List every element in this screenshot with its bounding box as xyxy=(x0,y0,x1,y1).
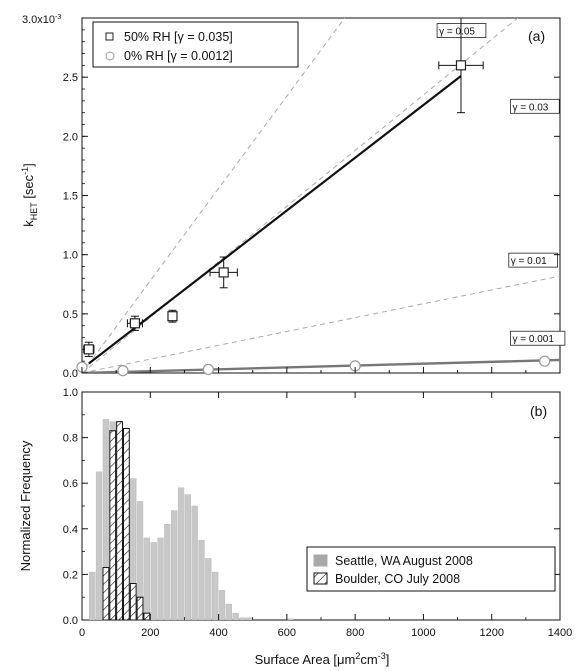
bar-seattle xyxy=(164,523,171,620)
panel-b-x-ticks: 0 200 400 600 800 1000 1200 1400 xyxy=(79,392,572,639)
y-tick-label: 0.0 xyxy=(63,368,78,380)
bar-boulder xyxy=(116,421,123,620)
bar-boulder xyxy=(136,596,144,620)
x-tick-label: 1200 xyxy=(479,627,503,639)
x-axis-title: Surface Area [μm2cm-3] xyxy=(255,651,390,667)
y-tick-label: 0.0 xyxy=(63,615,78,627)
panel-a-tag: (a) xyxy=(528,28,545,44)
y-tick-label: 0.5 xyxy=(63,309,78,321)
panel-a-frame xyxy=(81,17,561,374)
x-tick-label: 200 xyxy=(141,627,159,639)
data-point-50rh xyxy=(129,318,141,329)
bar-seattle xyxy=(198,539,205,620)
gamma-label: γ = 0.001 xyxy=(512,334,554,345)
y-tick-label: 0.4 xyxy=(63,524,78,536)
gamma-label-box xyxy=(510,330,566,346)
x-tick-label: 800 xyxy=(346,627,364,639)
fit-line-0rh xyxy=(82,358,560,373)
y-tick-label: 1.0 xyxy=(63,250,78,262)
data-point-50rh xyxy=(455,60,467,71)
y-tick-label: 0.8 xyxy=(63,433,78,445)
legend-circle-symbol xyxy=(105,51,115,61)
legend-boulder-label: Boulder, CO July 2008 xyxy=(335,572,460,586)
bar-seattle xyxy=(95,471,103,620)
y-tick-label: 2.0 xyxy=(63,131,78,143)
panel-b-tag: (b) xyxy=(530,403,547,419)
histogram-bars xyxy=(89,419,294,620)
legend-50rh-label: 50% RH [γ = 0.035] xyxy=(124,30,233,44)
data-point-50rh xyxy=(218,267,229,278)
panel-a-y-ticks: 0.0 0.5 1.0 1.5 2.0 2.5 xyxy=(63,29,560,380)
gamma-labels: γ = 0.05 γ = 0.03 γ = 0.01 γ = 0.001 xyxy=(436,23,566,346)
y-tick-label: 1.0 xyxy=(63,387,78,399)
fit-line-50rh xyxy=(88,75,462,365)
panel-b-y-ticks: 0.0 0.2 0.4 0.6 0.8 1.0 xyxy=(63,387,560,627)
data-point-0rh xyxy=(202,363,214,376)
bar-seattle xyxy=(218,590,226,620)
legend-seattle-label: Seattle, WA August 2008 xyxy=(335,554,473,568)
legend-boulder-swatch xyxy=(313,572,328,585)
panel-b-y-axis-title: Normalized Frequency xyxy=(18,440,33,571)
bar-seattle xyxy=(136,501,144,620)
bar-seattle xyxy=(287,618,294,620)
fit-lines xyxy=(82,75,560,373)
bar-seattle xyxy=(177,487,185,620)
legend-seattle-swatch xyxy=(313,554,328,567)
gamma-line xyxy=(82,275,560,373)
bar-seattle xyxy=(239,617,246,620)
legend-0rh-label: 0% RH [γ = 0.0012] xyxy=(124,49,233,63)
panel-b: 0.0 0.2 0.4 0.6 0.8 1.0 0 200 400 600 800 1000 1200… xyxy=(18,387,572,667)
bar-seattle xyxy=(184,494,192,620)
bar-seattle xyxy=(89,571,96,620)
gamma-label: γ = 0.03 xyxy=(512,102,548,113)
bar-seattle xyxy=(246,617,253,620)
x-tick-label: 1400 xyxy=(548,627,572,639)
bar-seattle xyxy=(171,510,178,620)
panel-a-x-ticks xyxy=(81,367,561,373)
panel-a-legend: 50% RH [γ = 0.035] 0% RH [γ = 0.0012] xyxy=(92,21,299,68)
panel-a: γ = 0.05 γ = 0.03 γ = 0.01 γ = 0.001 0.0 0.5… xyxy=(20,14,566,380)
data-point-50rh xyxy=(167,311,178,322)
data-point-0rh xyxy=(539,355,551,367)
y-tick-label: 0.2 xyxy=(63,569,78,581)
bar-seattle xyxy=(143,537,151,620)
bar-seattle xyxy=(211,571,219,620)
bar-seattle xyxy=(157,537,164,620)
gamma-label: γ = 0.01 xyxy=(511,256,547,267)
x-tick-label: 600 xyxy=(278,627,296,639)
bar-boulder xyxy=(122,427,130,620)
bar-boulder xyxy=(143,612,151,620)
bar-boulder xyxy=(129,583,137,620)
bar-boulder xyxy=(109,430,117,620)
bar-boulder xyxy=(102,567,110,620)
x-tick-label: 400 xyxy=(209,627,227,639)
y-tick-label: 2.5 xyxy=(63,72,78,84)
y-tick-label: 0.6 xyxy=(63,478,78,490)
x-tick-label: 0 xyxy=(79,627,85,639)
panel-b-legend: Seattle, WA August 2008 Boulder, CO July… xyxy=(306,546,556,592)
gamma-label-box xyxy=(508,252,558,268)
bar-seattle xyxy=(150,542,157,620)
bar-seattle xyxy=(191,505,198,620)
data-point-50rh xyxy=(83,344,94,355)
x-tick-label: 1000 xyxy=(411,627,435,639)
panel-a-legend-box xyxy=(92,21,299,68)
bar-seattle xyxy=(205,558,212,620)
bar-seattle xyxy=(225,603,232,620)
panel-a-y-axis-title: kHET [sec-1] xyxy=(20,163,39,227)
bar-seattle xyxy=(130,478,137,620)
data-point-0rh xyxy=(117,365,129,377)
y-multiplier: 3.0x10-3 xyxy=(22,14,61,26)
y-tick-label: 1.5 xyxy=(63,191,78,203)
bar-seattle xyxy=(232,612,239,620)
legend-square-symbol xyxy=(105,32,114,41)
panel-b-legend-box xyxy=(306,546,556,592)
gamma-label: γ = 0.05 xyxy=(439,27,475,38)
gamma-label-box xyxy=(510,98,560,114)
gamma-line xyxy=(82,18,346,373)
